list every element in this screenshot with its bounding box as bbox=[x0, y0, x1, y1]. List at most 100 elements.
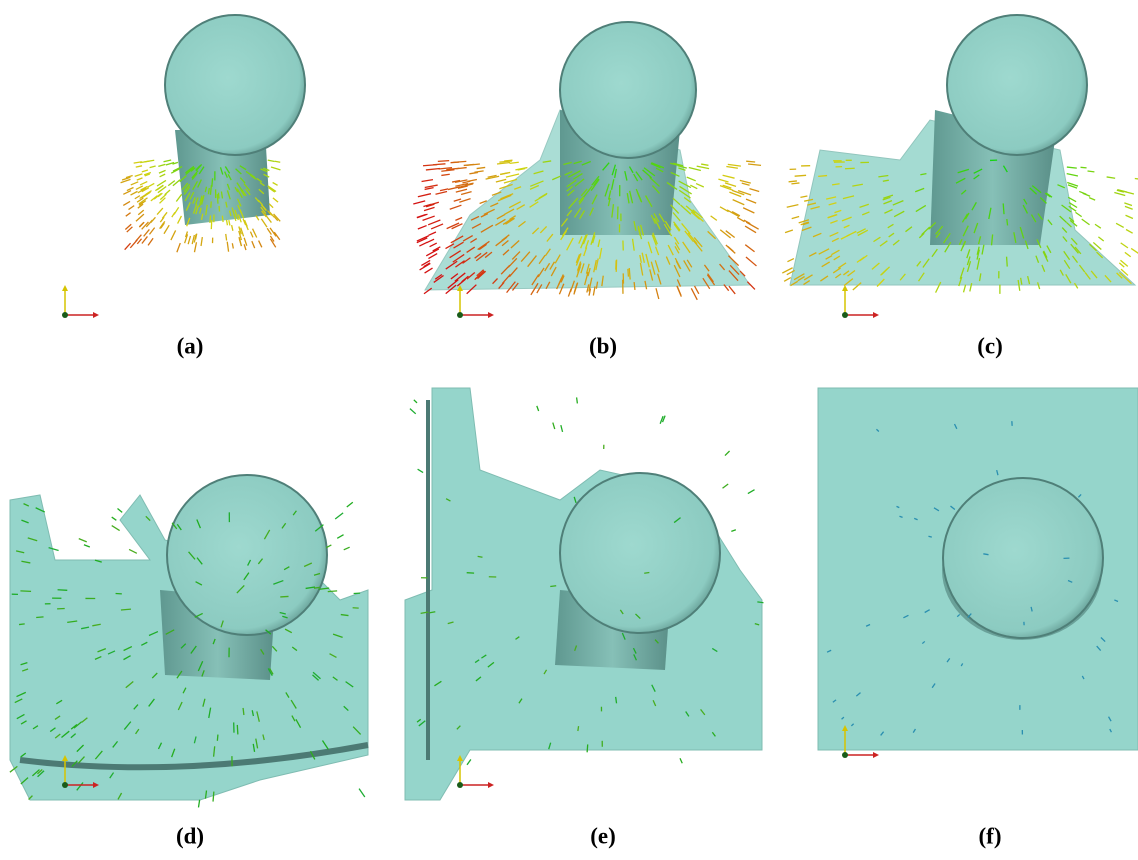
vector-arrow bbox=[429, 232, 436, 235]
vector-arrow bbox=[1125, 252, 1131, 256]
vector-arrow bbox=[697, 166, 709, 169]
vector-arrow bbox=[426, 249, 439, 256]
vector-arrow bbox=[410, 409, 416, 414]
panel-a bbox=[165, 15, 305, 225]
vector-arrow bbox=[130, 240, 137, 248]
vector-arrow bbox=[217, 735, 218, 741]
panel-f bbox=[818, 388, 1138, 750]
vector-arrow bbox=[125, 243, 131, 249]
panel-label: (f) bbox=[979, 823, 1002, 848]
vector-arrow bbox=[172, 212, 175, 217]
vector-arrow bbox=[746, 199, 756, 203]
vector-arrow bbox=[845, 168, 855, 169]
vector-arrow bbox=[79, 539, 87, 542]
vector-arrow bbox=[1088, 171, 1095, 172]
vector-arrow bbox=[268, 160, 275, 161]
vector-arrow bbox=[1124, 203, 1132, 206]
vector-arrow bbox=[157, 180, 166, 186]
vector-arrow bbox=[1076, 212, 1082, 216]
vector-arrow bbox=[36, 617, 43, 618]
vector-arrow bbox=[1098, 237, 1103, 241]
vector-arrow bbox=[142, 170, 148, 172]
axis-x-head bbox=[873, 752, 879, 758]
vector-arrow bbox=[112, 526, 120, 531]
vector-arrow bbox=[701, 164, 708, 165]
vector-arrow bbox=[112, 517, 117, 520]
vector-arrow bbox=[428, 220, 440, 225]
vector-arrow bbox=[747, 282, 755, 290]
vector-arrow bbox=[210, 215, 211, 222]
vector-arrow bbox=[467, 759, 471, 764]
vector-arrow bbox=[1107, 177, 1116, 178]
disk bbox=[947, 15, 1087, 155]
vector-arrow bbox=[787, 259, 793, 262]
vector-arrow bbox=[194, 242, 196, 252]
vector-arrow bbox=[499, 161, 512, 162]
disk bbox=[165, 15, 305, 155]
vector-arrow bbox=[795, 175, 806, 176]
vector-arrow bbox=[727, 210, 739, 217]
vector-arrow bbox=[791, 183, 799, 184]
vector-arrow bbox=[629, 268, 630, 279]
vector-arrow bbox=[453, 161, 466, 162]
vector-arrow bbox=[121, 609, 131, 610]
vector-arrow bbox=[217, 194, 218, 203]
vector-arrow bbox=[757, 602, 763, 603]
vector-arrow bbox=[568, 289, 571, 297]
vector-arrow bbox=[136, 214, 144, 221]
vector-arrow bbox=[273, 198, 278, 202]
vector-arrow bbox=[418, 469, 423, 472]
vector-arrow bbox=[244, 244, 246, 250]
vector-arrow bbox=[725, 451, 730, 456]
vector-arrow bbox=[628, 269, 629, 277]
vector-arrow bbox=[1007, 257, 1008, 267]
vector-arrow bbox=[696, 184, 704, 187]
vector-arrow bbox=[726, 231, 735, 238]
vector-arrow bbox=[510, 162, 519, 163]
vector-arrow bbox=[188, 236, 190, 244]
vector-arrow bbox=[84, 545, 90, 547]
vector-arrow bbox=[162, 212, 167, 218]
vector-arrow bbox=[123, 191, 131, 195]
vector-arrow bbox=[422, 180, 433, 182]
vector-arrow bbox=[160, 174, 166, 177]
disk bbox=[560, 473, 720, 633]
vector-arrow bbox=[344, 547, 350, 550]
vector-arrow bbox=[265, 214, 272, 222]
vector-arrow bbox=[270, 228, 276, 237]
vector-arrow bbox=[269, 204, 273, 208]
vector-arrow bbox=[335, 513, 343, 519]
vector-arrow bbox=[142, 192, 151, 198]
vector-arrow bbox=[787, 205, 799, 208]
vector-arrow bbox=[455, 217, 462, 220]
vector-arrow bbox=[129, 206, 135, 210]
vector-arrow bbox=[1126, 229, 1133, 233]
vector-arrow bbox=[126, 213, 131, 217]
vector-arrow bbox=[359, 789, 365, 797]
vector-arrow bbox=[737, 217, 744, 221]
axis-origin bbox=[457, 782, 463, 788]
axis-origin bbox=[842, 312, 848, 318]
vector-arrow bbox=[420, 263, 431, 269]
vector-arrow bbox=[418, 226, 427, 229]
panel-label: (a) bbox=[177, 333, 204, 358]
vector-arrow bbox=[58, 590, 68, 591]
vector-arrow bbox=[792, 216, 799, 218]
vector-arrow bbox=[165, 190, 170, 195]
vector-arrow bbox=[253, 229, 257, 238]
vector-arrow bbox=[164, 160, 172, 162]
vector-arrow bbox=[711, 216, 717, 221]
vector-arrow bbox=[435, 192, 447, 195]
vector-arrow bbox=[689, 167, 701, 170]
vector-arrow bbox=[148, 238, 153, 245]
vector-arrow bbox=[243, 708, 244, 715]
vector-arrow bbox=[740, 180, 751, 183]
vector-arrow bbox=[1116, 223, 1124, 227]
vector-arrow bbox=[19, 624, 25, 625]
vector-arrow bbox=[431, 224, 443, 229]
vector-arrow bbox=[177, 243, 180, 252]
vector-arrow bbox=[157, 208, 163, 214]
vector-arrow bbox=[227, 242, 228, 252]
vector-arrow bbox=[450, 205, 462, 209]
axis-origin bbox=[62, 782, 68, 788]
